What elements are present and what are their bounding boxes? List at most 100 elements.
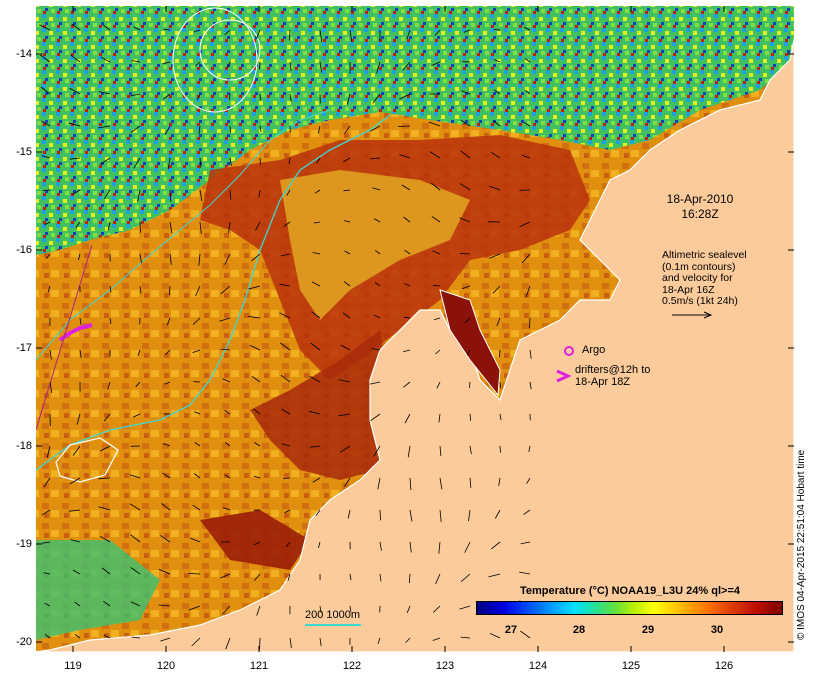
bathymetry-legend: 200 1000m [305,609,361,621]
velocity-arrow [193,473,201,479]
velocity-arrow [523,121,531,127]
velocity-arrow [280,253,291,257]
alt-line: and velocity for [662,272,733,284]
velocity-arrow [229,157,232,166]
velocity-arrow [131,636,141,639]
velocity-arrow [460,150,471,159]
drifter-line: drifters@12h to [575,364,651,376]
velocity-arrow [404,249,411,255]
velocity-arrow [528,445,531,452]
velocity-arrow [371,348,381,351]
x-tick-label: 123 [435,660,455,672]
x-tick-label: 122 [342,660,362,672]
velocity-arrow [399,93,411,100]
velocity-arrow [308,410,321,415]
velocity-arrow [132,413,141,418]
velocity-arrow [289,29,291,41]
velocity-arrow [370,125,381,132]
velocity-arrow [489,253,501,259]
velocity-arrow [431,61,441,66]
velocity-arrow [76,413,81,425]
cool-patch-southwest [36,540,160,640]
velocity-arrow [109,317,112,324]
velocity-arrow [526,477,531,484]
velocity-arrow [220,348,231,351]
velocity-arrow [402,349,411,353]
y-tick-label: -18 [16,440,32,452]
velocity-arrow [224,441,231,447]
velocity-arrow [439,445,442,457]
velocity-arrow [220,573,231,579]
velocity-arrow [314,189,321,194]
velocity-arrow [346,93,351,105]
velocity-arrow [199,221,202,234]
velocity-arrow [68,509,81,512]
altimetry-annotation: Altimetric sealevel (0.1m contours) and … [662,249,747,308]
sealevel-contour [55,437,119,483]
velocity-arrow [519,221,531,228]
velocity-arrow [79,317,82,325]
velocity-arrow [311,311,321,319]
y-tick-label: -17 [16,342,32,354]
velocity-arrow [439,477,443,490]
velocity-arrow [225,637,231,650]
velocity-arrow [198,253,201,266]
velocity-arrow [469,413,472,421]
velocity-arrow [404,413,411,424]
velocity-arrow [256,605,261,616]
drifter-track [58,323,93,342]
velocity-arrow [72,189,81,195]
velocity-arrow [75,221,81,229]
velocity-arrow [499,349,501,358]
velocity-arrow [195,285,201,297]
velocity-arrow [169,253,172,265]
velocity-arrow [461,285,471,290]
velocity-arrow [428,121,441,127]
velocity-arrow [373,314,381,319]
velocity-arrow [255,221,261,231]
velocity-arrow [379,541,382,551]
velocity-arrow [431,216,441,223]
velocity-arrow [491,541,501,550]
velocity-arrow [315,509,321,516]
velocity-arrow [490,151,501,159]
velocity-arrow [319,605,322,613]
velocity-arrow [229,125,232,133]
velocity-arrow [467,349,471,356]
velocity-arrow [376,61,381,74]
velocity-arrow [192,504,201,511]
velocity-arrow [494,59,501,63]
y-tick-label: -19 [16,538,32,550]
velocity-arrow [496,317,501,327]
velocity-arrow [283,221,291,227]
velocity-arrow [493,29,501,31]
velocity-arrow [194,411,201,415]
velocity-arrow [107,381,111,390]
velocity-arrow [370,413,381,422]
velocity-arrow [227,61,231,68]
velocity-arrow [529,381,532,390]
velocity-arrow [224,409,231,415]
velocity-arrow [286,189,291,196]
velocity-arrow [280,374,291,383]
velocity-arrow [520,630,531,639]
sealevel-contour [199,19,261,81]
velocity-arrow [133,26,141,31]
velocity-arrow [74,634,81,639]
velocity-arrow [259,125,262,132]
velocity-arrow [492,120,501,127]
velocity-arrow [192,349,201,353]
velocity-arrow [529,349,532,359]
velocity-arrow [407,445,411,458]
velocity-arrow [194,442,201,447]
velocity-arrow [430,182,441,191]
velocity-arrow [319,61,323,73]
velocity-arrow [406,29,411,40]
velocity-arrow [68,122,81,127]
velocity-arrow [221,605,231,615]
velocity-arrow [435,573,441,584]
velocity-arrow [158,604,171,607]
velocity-arrow [160,637,171,642]
velocity-arrow [340,344,351,351]
velocity-arrow [251,375,261,383]
